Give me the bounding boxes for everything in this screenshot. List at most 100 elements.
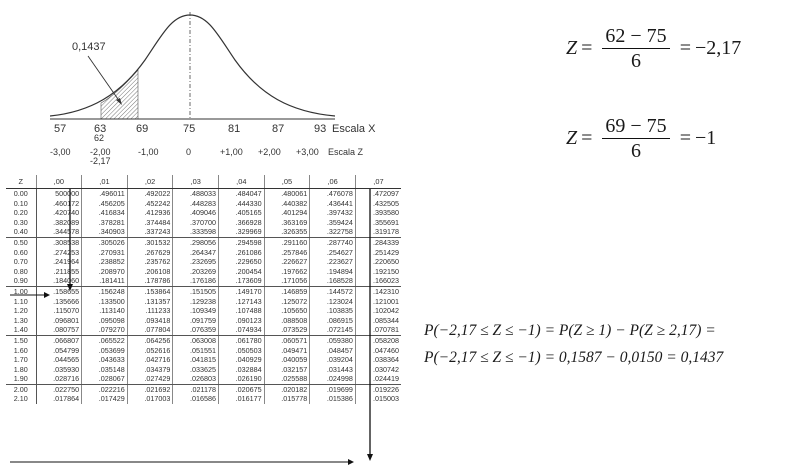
probability-cell: .220650 [354,257,401,267]
probability-cell: .039204 [309,355,356,365]
probability-cell: .123024 [309,296,356,307]
x-tick-69: 69 [136,123,148,135]
x-tick-81: 81 [228,123,240,135]
probability-cell: .044565 [35,355,82,365]
z-value-cell: 1.60 [6,345,37,356]
probability-cell: .456205 [81,198,128,209]
z-value-cell: 0.20 [6,208,37,218]
x-tick-57: 57 [54,123,66,135]
z-value-cell: 0.50 [6,237,37,248]
probability-cell: .319178 [354,227,401,238]
z-table-header-7: ,06 [309,175,356,189]
z-value-cell: 0.70 [6,257,37,267]
probability-cell: .173609 [218,276,265,287]
probability-cell: .235762 [126,257,173,267]
extra-z-label: -2,17 [90,156,111,166]
probability-cell: .382089 [35,217,82,228]
z-table-header-6: ,05 [263,175,310,189]
z-table-header-0: Z [6,175,36,189]
probability-cell: .035148 [81,364,128,375]
x-tick-75: 75 [183,123,195,135]
probability-cell: .241964 [35,257,82,267]
z-value-cell: 2.10 [6,394,37,405]
formula-result: −1 [694,127,717,149]
formula-numerator: 69 − 75 [602,115,670,139]
probability-cell: .048457 [309,345,356,356]
probability-cell: .035930 [35,364,82,375]
probability-cell: .344578 [35,227,82,238]
table-row: 1.80.035930.035148.034379.033625.032884.… [6,364,401,375]
probability-cell: .480061 [263,188,310,199]
probability-cell: .022750 [35,384,82,395]
probability-cell: .223627 [309,257,356,267]
probability-cell: .420740 [35,208,82,218]
probability-cell: .144572 [309,286,356,297]
z-formula-69: Z = 69 − 75 6 = −1 [566,115,716,162]
col7-arrow-head [367,454,373,461]
probability-cell: .088508 [263,315,310,326]
probability-cell: .059380 [309,335,356,346]
probability-cell: .448283 [172,198,219,209]
probability-cell: .337243 [126,227,173,238]
probability-cell: .452242 [126,198,173,209]
probability-cell: .070781 [354,325,401,336]
probability-cell: .026803 [172,374,219,385]
probability-cell: .015386 [309,394,356,405]
probability-cell: .308538 [35,237,82,248]
probability-cell: .254627 [309,247,356,258]
probability-cell: .226627 [263,257,310,267]
z-table-wrapper: Z ,00,01,02,03,04,05,06,07 0.00 500000.496… [6,175,406,469]
formula-denominator: 6 [631,50,642,72]
probability-cell: .125072 [263,296,310,307]
probability-cell: .024419 [354,374,401,385]
probability-cell: .444330 [218,198,265,209]
probability-cell: .095098 [81,315,128,326]
probability-cell: .066807 [35,335,82,346]
z-table-header-1: ,00 [35,175,82,189]
probability-cell: .366928 [218,217,265,228]
probability-cell: .472097 [354,188,401,199]
probability-cell: .397432 [309,208,356,218]
probability-cell: .284339 [354,237,401,248]
table-row: 2.00.022750.022216.021692.021178.020675.… [6,384,401,395]
z-table-body: 0.00 500000.496011.492022.488033.484047.4… [6,188,401,405]
probability-cell: .460172 [35,198,82,209]
probability-line-2: P(−2,17 ≤ Z ≤ −1) = 0,1587 − 0,0150 = 0,… [424,349,724,366]
probability-cell: .053699 [81,345,128,356]
z-tick-pos3: +3,00 [296,147,319,157]
probability-cell: .208970 [81,266,128,277]
probability-cell: .017429 [81,394,128,405]
probability-cell: .064256 [126,335,173,346]
table-row: 0.80.211855.208970.206108.203269.200454.… [6,266,401,277]
probability-cell: .274253 [35,247,82,258]
probability-cell: .019226 [354,384,401,395]
probability-cell: .052616 [126,345,173,356]
probability-cell: .229650 [218,257,265,267]
probability-cell: .181411 [81,276,128,287]
z-value-cell: 0.90 [6,276,37,287]
area-label-arrow [87,55,121,103]
probability-cell: .166023 [354,276,401,287]
probability-cell: .058208 [354,335,401,346]
formula-lhs: Z [566,37,578,59]
z-value-cell: 0.00 [6,188,37,199]
probability-cell: .370700 [172,217,219,228]
probability-cell: .017003 [126,394,173,405]
x-tick-63: 63 [94,123,106,135]
probability-cell: .079270 [81,325,128,336]
probability-cell: .340903 [81,227,128,238]
z-table-header-2: ,01 [81,175,128,189]
probability-cell: .496011 [81,188,128,199]
probability-cell: .042716 [126,355,173,365]
table-row: 1.20.115070.113140.111233.109349.107488.… [6,306,401,316]
probability-cell: .355691 [354,217,401,228]
probability-cell: .109349 [172,306,219,316]
probability-cell: .257846 [263,247,310,258]
table-row: 1.10.135666.133500.131357.129238.127143.… [6,296,401,307]
probability-cell: .133500 [81,296,128,307]
probability-cell: .326355 [263,227,310,238]
table-row: 1.00.158655.156248.153864.151505.149170.… [6,286,401,297]
z-formula-62: Z = 62 − 75 6 = −2,17 [566,25,741,72]
probability-cell: .440382 [263,198,310,209]
table-row: 0.20.420740.416834.412936.409046.405165.… [6,208,401,218]
